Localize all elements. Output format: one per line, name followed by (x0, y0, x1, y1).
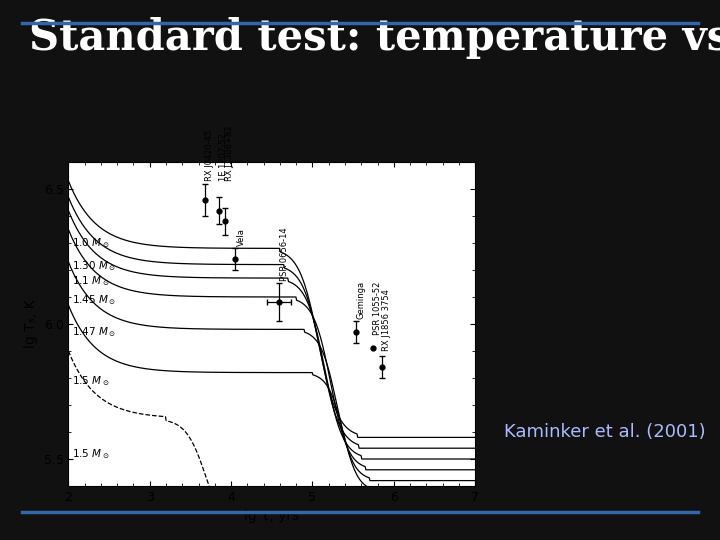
Text: RX J1308+82: RX J1308+82 (225, 125, 235, 181)
Text: 1.47 $M_\odot$: 1.47 $M_\odot$ (73, 325, 117, 339)
Text: 1.30 $M_\odot$: 1.30 $M_\odot$ (73, 259, 117, 273)
Text: Kaminker et al. (2001): Kaminker et al. (2001) (504, 423, 706, 441)
Text: PSR 0656-14: PSR 0656-14 (280, 227, 289, 281)
Text: 1.5 $M_\odot$: 1.5 $M_\odot$ (73, 447, 110, 461)
Text: RX J0420-45: RX J0420-45 (205, 130, 214, 181)
X-axis label: lg τ, yrs: lg τ, yrs (244, 509, 300, 523)
Text: Geminga: Geminga (356, 280, 366, 319)
Text: RX J1856 3754: RX J1856 3754 (382, 289, 392, 351)
Text: 1.0 $M_\odot$: 1.0 $M_\odot$ (73, 236, 110, 250)
Text: 1.1 $M_\odot$: 1.1 $M_\odot$ (73, 274, 110, 288)
Text: 1.45 $M_\odot$: 1.45 $M_\odot$ (73, 293, 117, 307)
Text: 1.5 $M_\odot$: 1.5 $M_\odot$ (73, 374, 110, 388)
Text: 1E 1207-52: 1E 1207-52 (219, 133, 228, 181)
Text: Standard test: temperature vs. age: Standard test: temperature vs. age (29, 16, 720, 59)
Y-axis label: lg Tₛ, K: lg Tₛ, K (24, 300, 38, 348)
Text: Vela: Vela (237, 228, 246, 246)
Text: PSR 1055-52: PSR 1055-52 (373, 281, 382, 335)
